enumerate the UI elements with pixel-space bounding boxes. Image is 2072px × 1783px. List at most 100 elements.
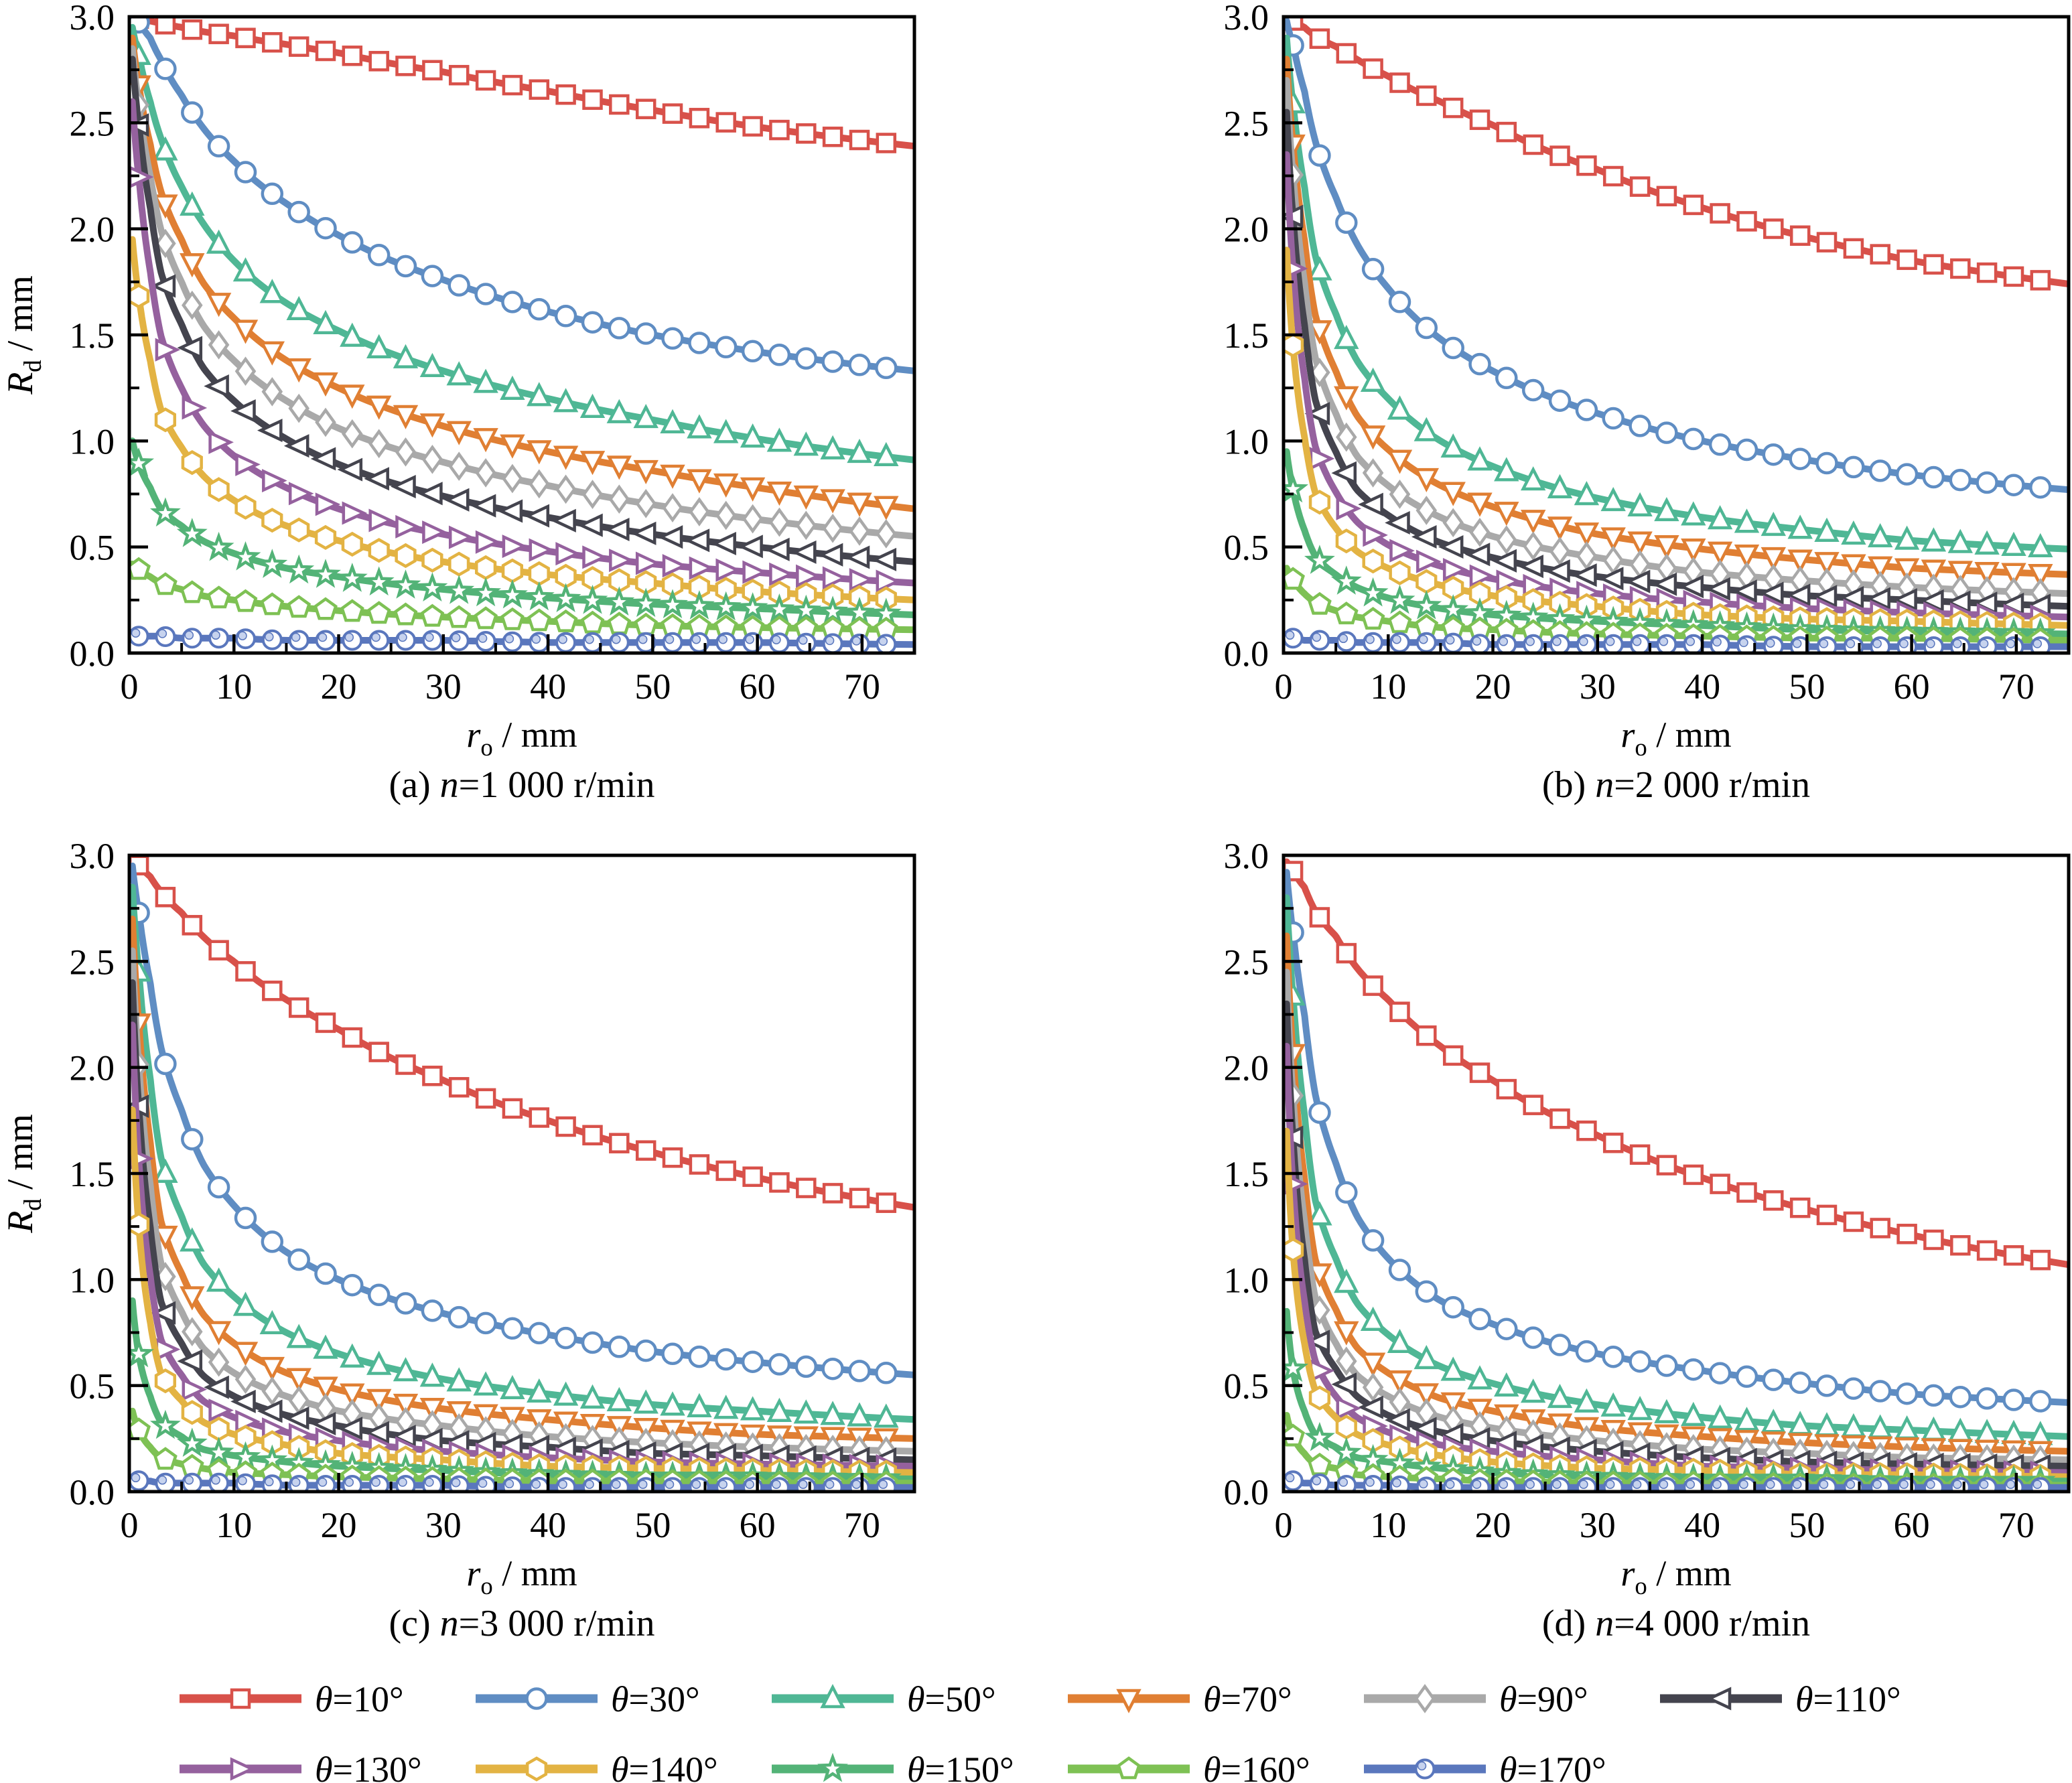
- pentagon-marker: [153, 572, 178, 595]
- square-marker: [1763, 218, 1784, 239]
- triangle-up-marker: [500, 375, 525, 400]
- triangle-down-marker: [1387, 1370, 1413, 1395]
- series-marker-theta-170: [849, 1477, 870, 1493]
- circle-dot-inner: [1445, 635, 1455, 645]
- hexagon-marker: [341, 531, 363, 557]
- series-marker-theta-50: [259, 1309, 285, 1335]
- triangle-down-marker: [660, 464, 685, 489]
- series-marker-theta-50: [473, 1371, 498, 1396]
- series-marker-theta-110: [1518, 555, 1543, 579]
- series-marker-theta-160: [233, 589, 258, 612]
- circle-dot-inner: [184, 630, 194, 640]
- series-marker-theta-170: [1442, 632, 1464, 654]
- series-marker-theta-30: [1495, 1317, 1518, 1340]
- series-marker-theta-50: [1787, 514, 1813, 539]
- series-marker-theta-30: [1682, 1358, 1705, 1381]
- series-marker-theta-70: [180, 1286, 205, 1311]
- circle-dot-inner: [745, 1480, 754, 1489]
- series-marker-theta-30: [661, 1342, 684, 1366]
- circle-marker: [1708, 1362, 1732, 1384]
- series-marker-theta-70: [1334, 1321, 1359, 1346]
- square-marker: [1336, 942, 1357, 964]
- series-marker-theta-30: [421, 1299, 444, 1322]
- triangle-down-marker: [1841, 554, 1866, 579]
- square-marker: [1870, 1218, 1890, 1238]
- triangle-right-marker: [822, 566, 848, 590]
- triangle-down-marker: [419, 1397, 445, 1423]
- x-tick-label: 20: [321, 1505, 357, 1545]
- triangle-right-marker: [230, 1757, 256, 1781]
- legend-item-theta-130: θ=130°: [180, 1750, 422, 1783]
- series-marker-theta-90: [1442, 508, 1464, 538]
- triangle-left-marker: [1625, 569, 1651, 593]
- series-marker-theta-150: [710, 591, 742, 621]
- series-marker-theta-10: [1816, 1204, 1838, 1226]
- pentagon-marker: [260, 592, 285, 616]
- plot-area: [128, 15, 916, 654]
- triangle-down-marker: [1440, 1392, 1466, 1417]
- circle-marker: [474, 1311, 497, 1335]
- series-marker-theta-30: [875, 1362, 898, 1384]
- series-marker-theta-50: [232, 1291, 259, 1316]
- triangle-up-marker: [1921, 527, 1947, 552]
- triangle-down-marker: [393, 1393, 419, 1418]
- series-marker-theta-10: [529, 79, 550, 100]
- circle-dot-inner: [1953, 639, 1962, 648]
- series-marker-theta-170: [1336, 631, 1357, 652]
- series-marker-theta-110: [1732, 579, 1757, 603]
- x-tick-label: 0: [121, 666, 139, 707]
- series-marker-theta-160: [340, 599, 364, 622]
- series-marker-theta-170: [1923, 636, 1944, 654]
- series-marker-theta-110: [711, 531, 736, 556]
- square-marker: [1683, 1164, 1704, 1186]
- triangle-right-marker: [1336, 496, 1362, 520]
- series-marker-theta-50: [366, 1350, 392, 1375]
- legend-label: θ=150°: [907, 1750, 1014, 1783]
- series-marker-theta-30: [1655, 421, 1678, 444]
- square-marker: [796, 123, 817, 144]
- series-marker-theta-110: [283, 1406, 309, 1430]
- circle-marker: [634, 322, 657, 345]
- star-marker: [550, 583, 581, 612]
- circle-dot-inner: [451, 633, 461, 642]
- circle-dot-inner: [1739, 1480, 1748, 1489]
- series-marker-theta-10: [262, 31, 283, 53]
- series-marker-theta-70: [340, 384, 365, 409]
- circle-marker: [1949, 1385, 1972, 1409]
- square-marker: [288, 997, 309, 1018]
- pentagon-marker: [447, 605, 472, 628]
- plot-area: [1282, 858, 2070, 1493]
- series-marker-theta-50: [606, 1386, 632, 1411]
- series-marker-theta-90: [742, 504, 764, 534]
- triangle-up-marker: [820, 1401, 845, 1425]
- series-marker-theta-70: [820, 489, 845, 514]
- square-marker: [876, 133, 897, 153]
- series-marker-theta-50: [1681, 1401, 1706, 1427]
- series-marker-theta-10: [635, 1140, 657, 1161]
- pentagon-marker: [206, 585, 231, 609]
- series-marker-theta-90: [261, 1376, 283, 1406]
- series-marker-theta-50: [579, 393, 606, 418]
- triangle-left-marker: [283, 434, 309, 458]
- circle-dot-inner: [211, 630, 220, 640]
- triangle-right-marker: [529, 538, 555, 562]
- diamond-marker: [234, 1364, 257, 1395]
- triangle-left-marker: [257, 419, 283, 443]
- series-marker-theta-170: [742, 632, 764, 653]
- star-marker: [203, 1436, 234, 1466]
- triangle-down-marker: [874, 496, 899, 520]
- series-marker-theta-170: [315, 630, 336, 651]
- series-marker-theta-10: [742, 1166, 763, 1188]
- series-marker-theta-110: [1411, 524, 1437, 549]
- star-marker: [283, 554, 315, 584]
- series-marker-theta-170: [2030, 636, 2051, 654]
- triangle-up-marker: [1627, 1396, 1653, 1421]
- triangle-up-marker: [340, 322, 365, 347]
- series-marker-theta-10: [1789, 1197, 1811, 1218]
- square-marker: [582, 89, 603, 111]
- star-marker: [737, 592, 768, 622]
- hexagon-marker: [1308, 1385, 1331, 1411]
- series-marker-theta-170: [1282, 628, 1304, 649]
- series-marker-theta-50: [740, 1396, 766, 1421]
- x-tick-label: 40: [530, 666, 566, 707]
